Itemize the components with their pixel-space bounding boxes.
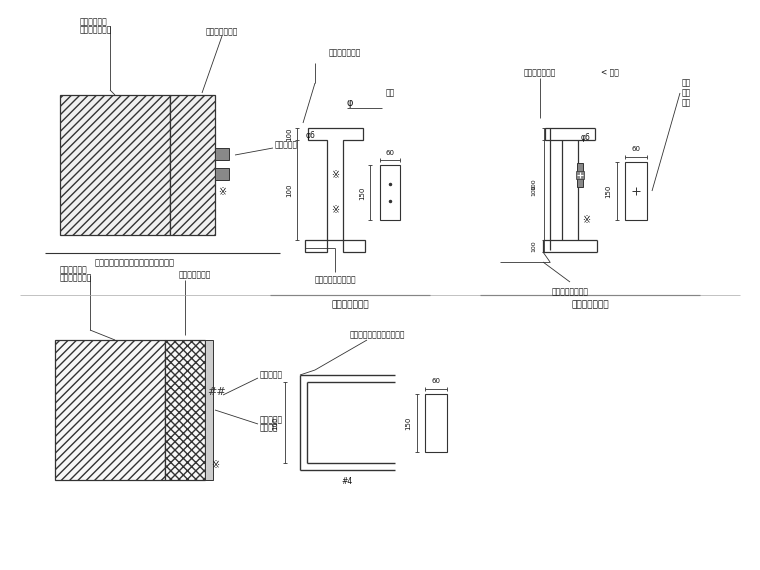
Text: 柱或墙内主钢筋: 柱或墙内主钢筋	[179, 271, 211, 279]
Bar	[425, 394, 447, 452]
Text: 砖砌或其他建筑材料至厚度: 砖砌或其他建筑材料至厚度	[350, 331, 405, 340]
Text: 60: 60	[432, 378, 441, 384]
Text: 柱或墙内主筋筋: 柱或墙内主筋筋	[206, 27, 238, 36]
Text: 100: 100	[531, 184, 537, 196]
Text: 预埋连接板做法: 预埋连接板做法	[331, 300, 369, 310]
Text: 钩调: 钩调	[682, 79, 692, 88]
Bar	[215, 168, 229, 180]
Text: < 屋板: < 屋板	[601, 68, 619, 78]
Bar	[170, 95, 215, 235]
Text: φ6: φ6	[305, 131, 315, 140]
Bar	[215, 148, 229, 160]
Text: ※: ※	[331, 170, 339, 180]
Text: 柱和墙面无砖墙或其他建筑材料隔开: 柱和墙面无砖墙或其他建筑材料隔开	[95, 259, 175, 267]
Text: φ6: φ6	[581, 132, 591, 141]
Text: 混凝土保护层的厚度: 混凝土保护层的厚度	[314, 275, 356, 284]
Text: 及钢筋混凝土墙: 及钢筋混凝土墙	[60, 274, 93, 283]
Text: ※: ※	[218, 187, 226, 197]
Text: 钢筋混凝土柱: 钢筋混凝土柱	[60, 266, 87, 275]
Text: 螺母: 螺母	[682, 88, 692, 97]
Bar	[60, 95, 170, 235]
Text: ※: ※	[582, 215, 590, 225]
Text: φ: φ	[347, 98, 353, 108]
Text: 预埋连接板做法: 预埋连接板做法	[572, 300, 609, 310]
Text: 焊接连接板: 焊接连接板	[260, 370, 283, 380]
Bar	[577, 163, 583, 187]
Text: 圆钢: 圆钢	[385, 88, 394, 97]
Text: 见大门图: 见大门图	[260, 424, 278, 433]
Text: 100: 100	[286, 127, 292, 141]
Text: 150: 150	[359, 186, 365, 200]
Polygon shape	[305, 128, 365, 252]
Text: 或钢筋混凝土墙: 或钢筋混凝土墙	[80, 26, 112, 35]
Bar	[205, 340, 213, 480]
Text: 60: 60	[632, 146, 641, 152]
Text: 60: 60	[385, 150, 394, 156]
Bar	[625, 162, 647, 220]
Bar	[380, 165, 400, 220]
Text: 100: 100	[286, 183, 292, 197]
Text: 弧形接线夹: 弧形接线夹	[260, 416, 283, 425]
Text: 100: 100	[531, 240, 537, 252]
Text: 150: 150	[405, 416, 411, 430]
Text: 100: 100	[272, 416, 278, 430]
Text: 穴或洞内主筋筋: 穴或洞内主筋筋	[329, 48, 361, 58]
Text: ##: ##	[207, 387, 226, 397]
Text: 混凝土护层的厚度: 混凝土护层的厚度	[552, 287, 588, 296]
Text: 100: 100	[531, 178, 537, 190]
Bar	[55, 340, 165, 480]
Text: ※: ※	[211, 460, 219, 470]
Text: ※: ※	[331, 205, 339, 215]
Bar	[165, 340, 205, 480]
Text: 钢筋混凝土柱: 钢筋混凝土柱	[80, 18, 108, 26]
Text: 预型连接板: 预型连接板	[275, 140, 298, 149]
Text: #4: #4	[341, 478, 353, 487]
Text: 柱或柱内主筋筋: 柱或柱内主筋筋	[524, 68, 556, 78]
Text: 螺栓: 螺栓	[682, 99, 692, 108]
Text: 150: 150	[605, 184, 611, 198]
